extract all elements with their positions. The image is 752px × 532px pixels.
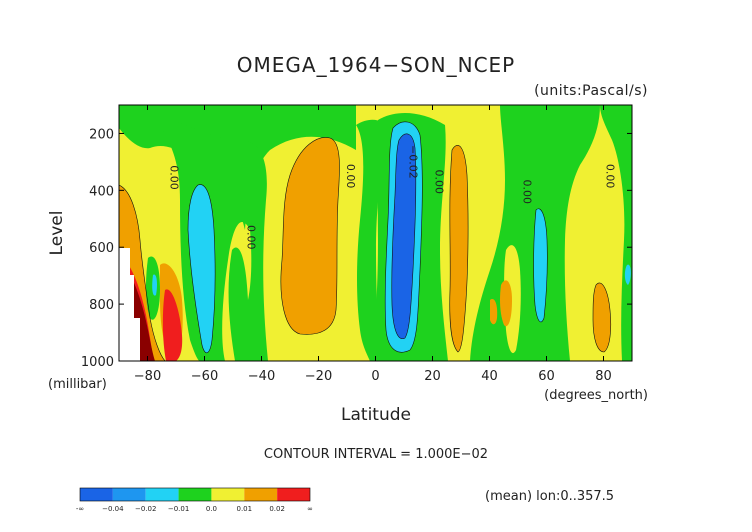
y-axis: 200 400 600 800 1000 (81, 127, 632, 370)
y-tick-label: 400 (89, 184, 114, 199)
contour-line (187, 184, 216, 353)
colorbar-label: 0.02 (269, 505, 285, 513)
colorbar-frame (79, 487, 311, 502)
region-blue-equator (391, 133, 416, 339)
colorbar-swatch (244, 488, 278, 501)
contour-label: 0.00 (244, 225, 257, 250)
y-tick-label: 200 (89, 127, 114, 142)
region-cyan-north (533, 208, 548, 322)
x-tick-label: 40 (481, 369, 498, 384)
colorbar-label: −0.01 (168, 505, 189, 513)
contour-line (533, 208, 548, 323)
contour-label: 0.00 (344, 164, 357, 189)
contour-line (449, 145, 469, 353)
x-axis: −80 −60 −40 −20 0 20 40 60 80 (134, 105, 612, 384)
x-tick-label: −20 (305, 369, 332, 384)
colorbar-swatch (277, 488, 310, 501)
colorbar-label: 0.0 (206, 505, 217, 513)
contour-labels: 0.00 0.00 0.00 −0.02 0.00 0.00 0.00 (167, 145, 616, 249)
region-missing-data (119, 248, 140, 361)
colorbar-swatch (178, 488, 212, 501)
chart-units: (units:Pascal/s) (534, 83, 648, 99)
contour-label: 0.00 (167, 165, 180, 190)
contour-line (280, 137, 340, 335)
colorbar-swatch (80, 488, 113, 501)
region-orange-north-small-2 (500, 280, 512, 327)
x-tick-label: 20 (424, 369, 441, 384)
x-axis-unit: (degrees_north) (544, 388, 648, 403)
chart-title: OMEGA_1964−SON_NCEP (237, 53, 516, 77)
x-tick-label: 0 (371, 369, 379, 384)
colorbar-swatch (112, 488, 146, 501)
colorbar-label: 0.01 (236, 505, 252, 513)
contour-label: 0.00 (432, 170, 445, 195)
colorbar-label: −0.04 (102, 505, 124, 513)
x-tick-label: −80 (134, 369, 161, 384)
contour-line (384, 121, 423, 353)
region-green-top-right (600, 105, 632, 361)
y-tick-label: 1000 (81, 355, 114, 370)
region-orange-north-small (490, 299, 498, 325)
region-orange-north-mid (449, 145, 469, 352)
y-axis-title: Level (47, 211, 67, 256)
contour-label: 0.00 (521, 180, 534, 205)
x-tick-label: −40 (248, 369, 275, 384)
region-cyan-right-edge (624, 264, 631, 285)
colorbar: -∞ −0.04 −0.02 −0.01 0.0 0.01 0.02 ∞ (76, 487, 313, 513)
y-tick-label: 600 (89, 241, 114, 256)
colorbar-label: ∞ (307, 505, 313, 513)
x-tick-label: −60 (191, 369, 218, 384)
contour-interval: CONTOUR INTERVAL = 1.000E−02 (264, 447, 488, 462)
colorbar-swatch (211, 488, 245, 501)
footer-note: (mean) lon:0..357.5 (485, 489, 614, 504)
region-green-center-mid (356, 119, 390, 361)
region-red-left-2 (162, 289, 183, 361)
x-tick-label: 80 (595, 369, 612, 384)
contour-line (592, 282, 612, 353)
y-tick-label: 800 (89, 298, 114, 313)
region-cyan-left-small (152, 274, 157, 296)
plot-area: 0.000.000.00 −0.020.00 0.000.00 −80 −60 −40−… (81, 104, 633, 384)
region-yellow-north-intrusion (504, 245, 521, 354)
y-axis-unit: (millibar) (48, 377, 107, 392)
colorbar-swatch (145, 488, 179, 501)
region-orange-right (593, 282, 611, 352)
contour-line (391, 133, 417, 340)
colorbar-label: −0.02 (135, 505, 156, 513)
x-tick-label: 60 (538, 369, 555, 384)
contour-label: 0.00 (603, 164, 616, 189)
x-axis-title: Latitude (341, 405, 411, 425)
contour-lines (119, 121, 612, 361)
region-cyan-left (188, 184, 216, 353)
contour-line (119, 184, 166, 361)
colorbar-label: -∞ (76, 505, 84, 513)
contour-label: −0.02 (407, 145, 420, 179)
region-orange-center-left (280, 137, 340, 335)
